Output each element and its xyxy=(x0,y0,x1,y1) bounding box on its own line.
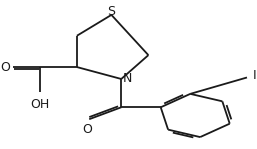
Text: I: I xyxy=(253,69,257,83)
Text: S: S xyxy=(107,5,115,18)
Text: O: O xyxy=(82,123,92,136)
Text: N: N xyxy=(123,72,132,85)
Text: O: O xyxy=(1,60,10,74)
Text: OH: OH xyxy=(30,98,50,111)
